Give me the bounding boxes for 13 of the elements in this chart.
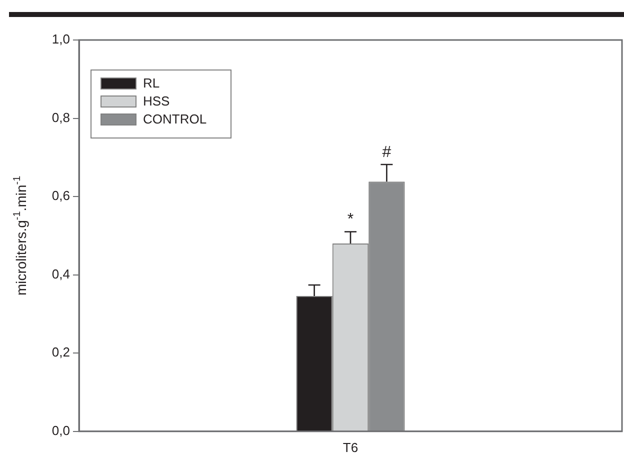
y-tick-label: 0,8 <box>52 110 70 125</box>
y-tick-label: 0,4 <box>52 266 70 282</box>
y-tick-label: 1,0 <box>52 32 70 47</box>
y-axis-title: microliters.g-1.min-1 <box>12 175 29 296</box>
x-tick-label: T6 <box>342 440 358 455</box>
annotation: # <box>382 144 392 161</box>
y-tick-label: 0,2 <box>52 344 70 360</box>
annotation: * <box>347 211 354 228</box>
legend-label: CONTROL <box>143 112 207 127</box>
legend-label: HSS <box>143 94 170 109</box>
legend-label: RL <box>143 76 160 91</box>
y-tick-label: 0,0 <box>52 422 70 438</box>
y-tick-label: 0,6 <box>52 188 70 204</box>
